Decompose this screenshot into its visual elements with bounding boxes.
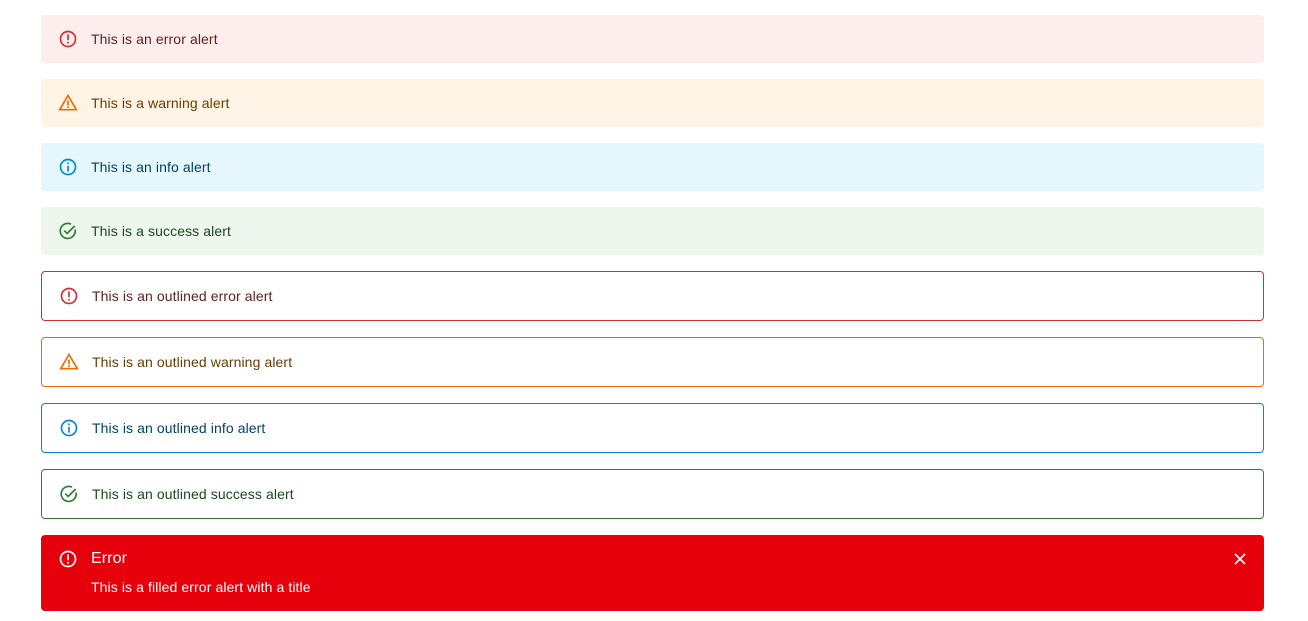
warning-triangle-icon <box>59 352 79 372</box>
alert-message: This is a warning alert <box>91 95 230 111</box>
info-alert: This is an info alert <box>41 143 1264 191</box>
error-outline-icon <box>58 29 78 49</box>
warning-triangle-icon <box>58 93 78 113</box>
alert-message: This is an outlined info alert <box>92 420 266 436</box>
success-alert: This is a success alert <box>41 207 1264 255</box>
alert-message: This is a success alert <box>91 223 232 239</box>
error-alert: This is an error alert <box>41 15 1264 63</box>
info-outline-icon <box>58 157 78 177</box>
alert-message: This is an error alert <box>91 31 218 47</box>
warning-alert: This is a warning alert <box>41 79 1264 127</box>
error-outline-icon <box>58 549 78 569</box>
alert-message: This is an outlined error alert <box>92 288 273 304</box>
info-outline-icon <box>59 418 79 438</box>
alert-message: This is an outlined warning alert <box>92 354 293 370</box>
alert-message: This is an info alert <box>91 159 211 175</box>
alert-message: This is a filled error alert with a titl… <box>91 579 311 595</box>
outlined-info-alert: This is an outlined info alert <box>41 403 1264 453</box>
check-circle-outline-icon <box>58 221 78 241</box>
outlined-warning-alert: This is an outlined warning alert <box>41 337 1264 387</box>
alert-message: This is an outlined success alert <box>92 486 294 502</box>
alert-title: Error <box>91 550 128 567</box>
close-icon <box>1230 549 1250 569</box>
close-button[interactable] <box>1230 549 1250 569</box>
filled-error-alert: Error This is a filled error alert with … <box>41 535 1264 611</box>
check-circle-outline-icon <box>59 484 79 504</box>
error-outline-icon <box>59 286 79 306</box>
outlined-error-alert: This is an outlined error alert <box>41 271 1264 321</box>
outlined-success-alert: This is an outlined success alert <box>41 469 1264 519</box>
